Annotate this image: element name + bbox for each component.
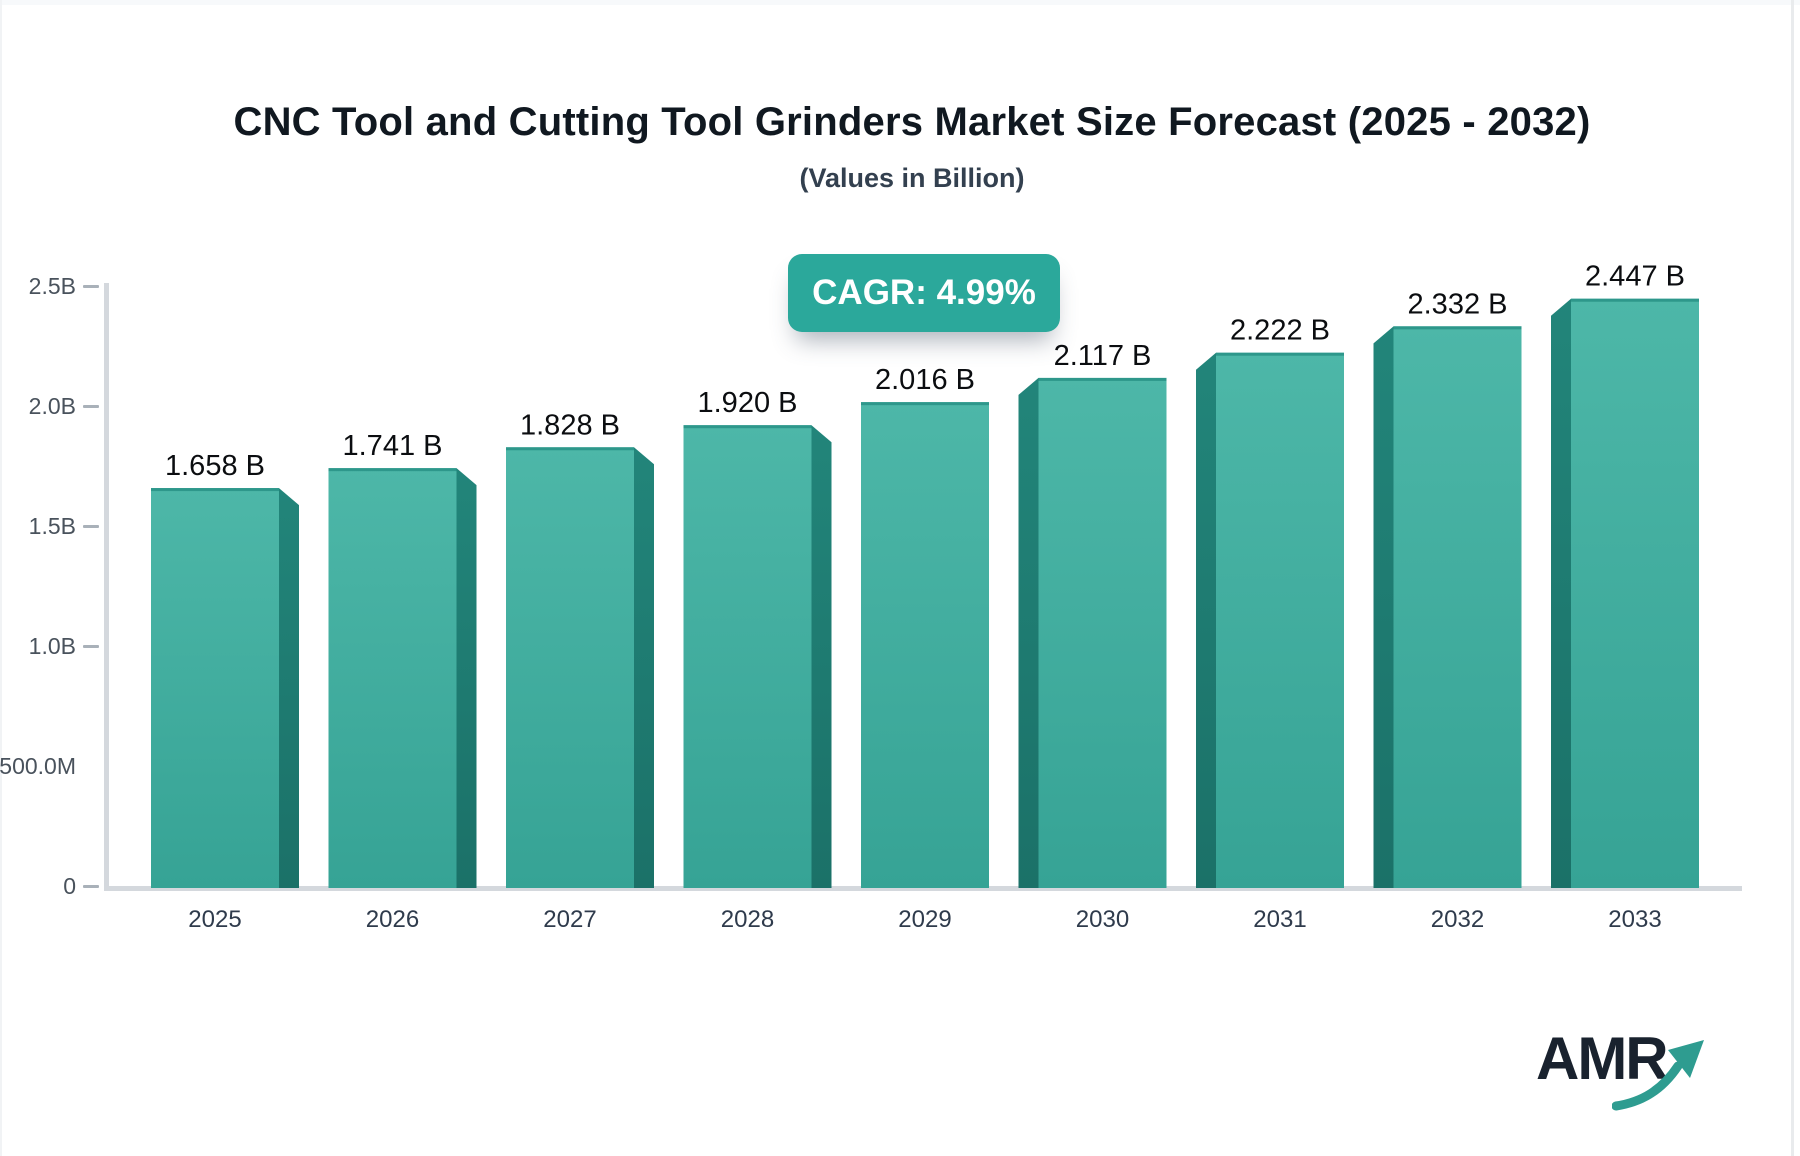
cagr-badge-label: CAGR: 4.99% <box>812 273 1036 312</box>
bar-2028: 1.920 B 2028 <box>683 387 832 933</box>
chart-title: CNC Tool and Cutting Tool Grinders Marke… <box>233 100 1591 144</box>
bar-side-2027 <box>634 447 654 888</box>
bar-2030: 2.117 B 2030 <box>1018 340 1167 933</box>
bar-2027: 1.828 B 2027 <box>506 409 654 933</box>
bar-side-2025 <box>279 488 299 888</box>
cagr-badge: CAGR: 4.99% <box>788 254 1060 332</box>
bar-face-2030 <box>1038 377 1167 888</box>
bar-top-edge-2030 <box>1038 377 1167 381</box>
bar-side-2026 <box>456 468 477 888</box>
bar-top-edge-2027 <box>506 447 634 451</box>
y-axis-label-500.0M: 500.0M <box>0 753 76 779</box>
bar-2032: 2.332 B 2032 <box>1373 288 1522 933</box>
amr-logo-text: AMR <box>1536 1025 1669 1092</box>
growth-arrow-tail <box>1612 1061 1683 1111</box>
bar-face-2032 <box>1393 326 1522 888</box>
y-tick-2.0B <box>83 405 99 408</box>
y-axis-label-2.0B: 2.0B <box>29 393 76 419</box>
bar-2025: 1.658 B 2025 <box>151 450 299 933</box>
y-axis-label-0: 0 <box>63 873 76 899</box>
bar-2031: 2.222 B 2031 <box>1196 315 1344 933</box>
bar-face-2029 <box>861 402 989 888</box>
bar-face-2033 <box>1571 298 1699 889</box>
bar-top-edge-2026 <box>328 468 457 472</box>
bar-top-edge-2031 <box>1216 352 1344 356</box>
window-left-edge <box>0 0 2 1156</box>
window-top-edge <box>0 0 1800 5</box>
growth-arrow-head <box>1668 1040 1704 1078</box>
y-axis-label-2.5B: 2.5B <box>29 273 76 299</box>
bar-side-2031 <box>1196 352 1216 889</box>
bar-face-2026 <box>328 468 457 888</box>
bar-side-2028 <box>811 425 832 888</box>
bar-top-edge-2025 <box>151 488 279 492</box>
bar-face-2031 <box>1216 352 1344 889</box>
bar-value-label-2033: 2.447 B <box>1585 261 1685 293</box>
bar-top-edge-2029 <box>861 402 989 406</box>
x-axis-label-2026: 2026 <box>366 906 419 933</box>
y-tick-1.5B <box>83 525 99 528</box>
bar-face-2028 <box>683 425 812 888</box>
bar-value-label-2027: 1.828 B <box>520 409 620 441</box>
bar-2026: 1.741 B 2026 <box>328 430 477 933</box>
bar-side-2033 <box>1551 298 1571 889</box>
bar-value-label-2032: 2.332 B <box>1408 288 1508 320</box>
x-axis-label-2029: 2029 <box>898 906 951 933</box>
x-axis-label-2027: 2027 <box>543 906 596 933</box>
chart-subtitle: (Values in Billion) <box>799 163 1025 193</box>
x-axis-label-2032: 2032 <box>1431 906 1484 933</box>
x-axis-line <box>104 886 1742 891</box>
y-tick-2.5B <box>83 285 99 288</box>
bar-face-2027 <box>506 447 634 888</box>
y-tick-1.0B <box>83 645 99 648</box>
x-axis-label-2028: 2028 <box>721 906 774 933</box>
bar-2029: 2.016 B 2029 <box>861 364 989 933</box>
bar-top-edge-2028 <box>683 425 812 429</box>
y-tick-0 <box>83 885 99 888</box>
bar-2033: 2.447 B 2033 <box>1551 261 1699 933</box>
x-axis-label-2031: 2031 <box>1253 906 1306 933</box>
bar-side-2030 <box>1018 377 1039 888</box>
x-axis-label-2033: 2033 <box>1608 906 1661 933</box>
growth-arrow-icon <box>1612 1040 1704 1111</box>
bar-top-edge-2033 <box>1571 298 1699 302</box>
bar-side-2032 <box>1373 326 1394 888</box>
bar-value-label-2031: 2.222 B <box>1230 315 1330 347</box>
x-axis-label-2030: 2030 <box>1076 906 1129 933</box>
amr-logo: AMR <box>1520 1018 1780 1128</box>
bar-top-edge-2032 <box>1393 326 1522 330</box>
bar-value-label-2028: 1.920 B <box>698 387 798 419</box>
x-axis-label-2025: 2025 <box>188 906 241 933</box>
bar-value-label-2025: 1.658 B <box>165 450 265 482</box>
bar-face-2025 <box>151 488 279 888</box>
window-right-edge <box>1791 0 1794 1156</box>
bar-value-label-2029: 2.016 B <box>875 364 975 396</box>
y-axis-label-1.0B: 1.0B <box>29 633 76 659</box>
bar-value-label-2030: 2.117 B <box>1054 340 1152 372</box>
bar-value-label-2026: 1.741 B <box>343 430 443 462</box>
y-axis-label-1.5B: 1.5B <box>29 513 76 539</box>
y-axis-line <box>104 283 109 891</box>
